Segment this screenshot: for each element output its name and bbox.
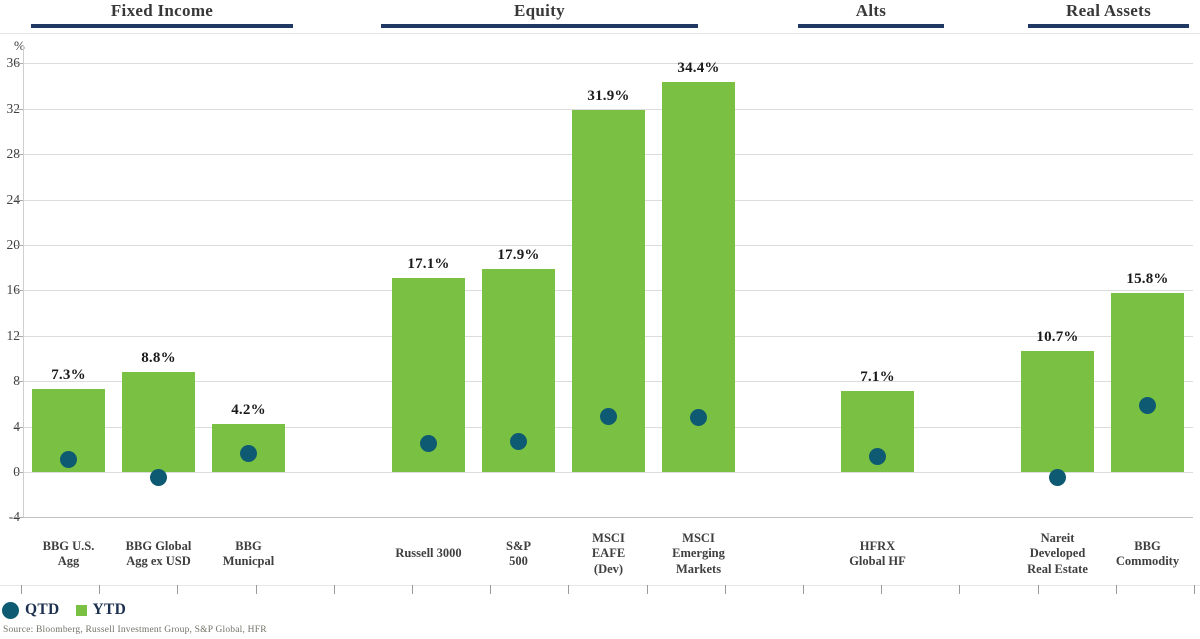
category-axis-tick-15: [1194, 585, 1195, 594]
ytd-bar-nareit-developed-real-estate: [1021, 350, 1094, 472]
y-axis-line: [23, 45, 24, 518]
category-axis-tick-14: [1115, 585, 1117, 594]
category-label-hfrx-global-hf: HFRX Global HF: [849, 538, 906, 569]
category-axis-tick-10: [803, 585, 804, 594]
category-axis-tick-12: [959, 585, 961, 594]
category-axis-tick-4: [333, 585, 335, 594]
bar-value-label-russell-3000: 17.1%: [407, 255, 450, 272]
category-axis-tick-2: [177, 585, 179, 594]
gridline-36: [23, 63, 1193, 65]
y-tick-label--4: -4: [0, 510, 20, 524]
gridline-32: [23, 108, 1193, 110]
bar-value-label-bbg-municpal: 4.2%: [231, 402, 266, 419]
bar-value-label-bbg-commodity: 15.8%: [1126, 270, 1169, 287]
category-label-bbg-municpal: BBG Municpal: [222, 538, 275, 569]
category-label-msci-eafe-dev: MSCI EAFE (Dev): [591, 530, 626, 576]
bar-value-label-hfrx-global-hf: 7.1%: [860, 369, 895, 386]
y-axis-unit-label: %: [14, 38, 25, 53]
source-note: Source: Bloomberg, Russell Investment Gr…: [3, 625, 267, 635]
qtd-dot-msci-emerging-markets: [690, 409, 707, 426]
bar-value-label-msci-eafe-dev: 31.9%: [587, 87, 630, 104]
y-tick-mark--4: [15, 517, 23, 519]
qtd-dot-bbg-global-agg-ex-usd: [150, 469, 167, 487]
category-axis-tick-0: [21, 585, 22, 594]
gridline-0: [23, 472, 1193, 473]
legend-label-ytd: YTD: [92, 601, 127, 618]
y-tick-mark-8: [15, 381, 23, 383]
y-tick-mark-32: [15, 108, 23, 110]
y-tick-label-0: 0: [0, 465, 20, 479]
y-tick-mark-4: [15, 426, 23, 428]
category-label-bbg-commodity: BBG Commodity: [1115, 538, 1180, 569]
y-tick-label-8: 8: [0, 374, 20, 388]
qtd-dot-bbg-commodity: [1139, 396, 1156, 414]
section-underline-equity: [381, 24, 698, 28]
y-tick-label-20: 20: [6, 237, 21, 252]
category-label-nareit-developed-real-estate: Nareit Developed Real Estate: [1027, 530, 1088, 576]
section-title-real-assets: Real Assets: [1066, 1, 1151, 20]
y-tick-label-24: 24: [6, 191, 21, 207]
qtd-dot-nareit-developed-real-estate: [1049, 469, 1066, 487]
y-tick-mark-12: [15, 335, 23, 337]
qtd-dot-icon: [2, 601, 19, 619]
y-tick-mark-28: [15, 154, 23, 156]
y-tick-mark-0: [15, 472, 23, 473]
qtd-dot-russell-3000: [420, 435, 437, 453]
y-tick-mark-24: [15, 199, 23, 201]
category-axis-line: [0, 585, 1200, 586]
bar-value-label-nareit-developed-real-estate: 10.7%: [1036, 328, 1079, 345]
header-divider-line: [0, 33, 1200, 34]
category-axis-tick-7: [568, 585, 570, 594]
bar-value-label-bbg-u-s-agg: 7.3%: [51, 367, 86, 384]
y-tick-label-4: 4: [0, 419, 20, 434]
category-axis-tick-3: [255, 585, 257, 594]
category-axis-tick-13: [1037, 585, 1039, 594]
section-title-fixed-income: Fixed Income: [110, 1, 214, 20]
y-tick-label-12: 12: [6, 327, 21, 343]
y-tick-label-28: 28: [6, 146, 21, 162]
ytd-bar-bbg-global-agg-ex-usd: [122, 372, 195, 472]
bar-value-label-bbg-global-agg-ex-usd: 8.8%: [141, 350, 176, 367]
qtd-dot-msci-eafe-dev: [600, 407, 617, 425]
category-axis-tick-1: [99, 585, 101, 594]
gridline--4: [23, 517, 1193, 519]
category-label-bbg-u-s-agg: BBG U.S. Agg: [42, 538, 95, 569]
y-tick-label-32: 32: [6, 100, 21, 116]
ytd-bar-msci-emerging-markets: [662, 81, 735, 472]
y-tick-mark-16: [15, 290, 23, 292]
category-axis-tick-6: [490, 585, 492, 594]
qtd-dot-s-p-500: [510, 432, 527, 450]
category-axis-tick-9: [724, 585, 726, 594]
ytd-bar-bbg-commodity: [1111, 292, 1184, 472]
category-label-russell-3000: Russell 3000: [395, 546, 462, 561]
ytd-square-icon: [75, 604, 87, 616]
category-axis-tick-5: [412, 585, 413, 594]
category-axis-tick-11: [881, 585, 883, 594]
legend-label-qtd: QTD: [25, 601, 60, 618]
legend: QTD YTD: [2, 601, 126, 619]
category-axis-tick-8: [646, 585, 648, 594]
bar-value-label-s-p-500: 17.9%: [497, 246, 540, 263]
section-underline-real-assets: [1028, 24, 1189, 28]
section-underline-alts: [798, 24, 944, 28]
section-title-alts: Alts: [855, 1, 887, 20]
category-label-bbg-global-agg-ex-usd: BBG Global Agg ex USD: [125, 538, 192, 569]
y-tick-label-36: 36: [6, 55, 21, 71]
y-tick-mark-20: [15, 245, 23, 246]
qtd-dot-bbg-u-s-agg: [60, 451, 77, 468]
y-tick-label-16: 16: [6, 282, 21, 298]
section-underline-fixed-income: [31, 24, 293, 28]
category-label-msci-emerging-markets: MSCI Emerging Markets: [672, 530, 725, 576]
qtd-dot-bbg-municpal: [240, 445, 257, 463]
y-tick-mark-36: [15, 63, 23, 65]
category-label-s-p-500: S&P 500: [506, 538, 531, 569]
bar-value-label-msci-emerging-markets: 34.4%: [677, 59, 720, 76]
section-title-equity: Equity: [514, 1, 565, 20]
qtd-dot-hfrx-global-hf: [869, 447, 886, 465]
